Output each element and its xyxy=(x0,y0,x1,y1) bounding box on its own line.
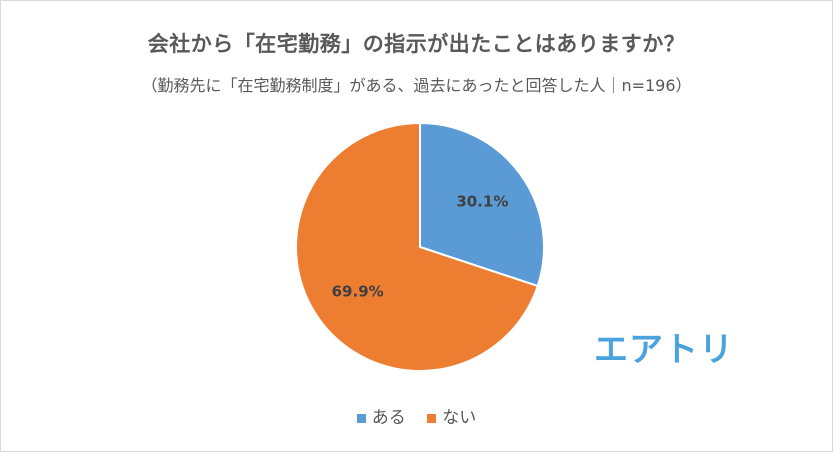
legend-swatch-nai xyxy=(427,413,437,423)
legend-label-aru: ある xyxy=(371,408,406,428)
data-label-0: 30.1% xyxy=(456,193,508,211)
chart-title: 会社から「在宅勤務」の指示が出たことはありますか？ xyxy=(147,32,686,56)
legend-label-nai: ない xyxy=(442,408,477,428)
data-label-1: 69.9% xyxy=(332,282,384,300)
chart-legend: ある ない xyxy=(0,403,833,428)
pie-slice-0 xyxy=(419,121,545,288)
pie-slice-1 xyxy=(295,121,539,372)
airtrip-logo: エアトリ xyxy=(594,330,734,370)
legend-swatch-aru xyxy=(356,413,366,423)
legend-item-aru: ある xyxy=(356,403,406,428)
chart-subtitle: （勤務先に「在宅勤務制度」がある、過去にあったと回答した人｜n=196） xyxy=(141,76,692,95)
legend-item-nai: ない xyxy=(427,403,476,428)
